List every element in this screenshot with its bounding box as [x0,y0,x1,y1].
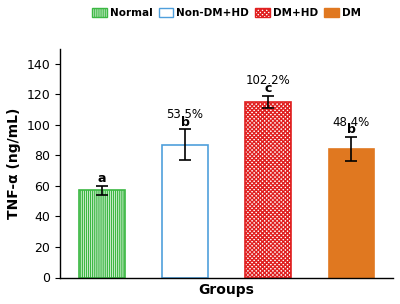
Text: 48.4%: 48.4% [333,116,370,129]
Bar [328,149,374,278]
Y-axis label: TNF-α (ng/mL): TNF-α (ng/mL) [7,107,21,219]
Text: c: c [264,82,272,95]
Bar [162,145,208,278]
X-axis label: Groups: Groups [199,283,254,297]
Text: b: b [180,116,189,129]
Text: 102.2%: 102.2% [246,74,290,88]
Bar [245,102,291,278]
Legend: Normal, Non-DM+HD, DM+HD, DM: Normal, Non-DM+HD, DM+HD, DM [92,8,361,18]
Text: 53.5%: 53.5% [166,108,204,121]
Text: a: a [98,172,106,185]
Text: b: b [347,123,356,136]
Bar [79,191,125,278]
